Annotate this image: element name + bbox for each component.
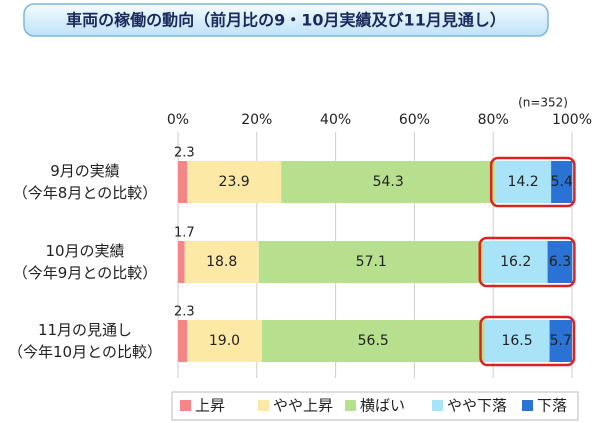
title-box bbox=[23, 3, 549, 37]
legend-swatch bbox=[345, 400, 356, 411]
value-label: 23.9 bbox=[219, 174, 250, 190]
value-label: 19.0 bbox=[209, 333, 240, 349]
y-tick-label: 9月の実績 （今年8月との比較） bbox=[12, 162, 158, 202]
legend-swatch bbox=[258, 400, 269, 411]
value-label: 16.5 bbox=[501, 333, 532, 349]
bar-segment bbox=[184, 241, 259, 283]
bar-segment bbox=[178, 241, 185, 283]
value-label: 5.7 bbox=[550, 333, 572, 349]
legend-swatch bbox=[180, 400, 191, 411]
x-tick-label: 0% bbox=[167, 112, 189, 128]
legend-label: やや下落 bbox=[447, 397, 507, 415]
legend-label: 上昇 bbox=[195, 397, 225, 415]
y-tick-label: 11月の見通し （今年10月との比較） bbox=[8, 321, 162, 361]
value-label: 54.3 bbox=[373, 174, 404, 190]
bar-segment bbox=[483, 241, 548, 283]
bar-segment bbox=[551, 161, 573, 203]
value-label: 56.5 bbox=[358, 333, 389, 349]
x-tick-label: 60% bbox=[399, 112, 430, 128]
value-label: 5.4 bbox=[551, 174, 573, 190]
value-label: 6.3 bbox=[549, 254, 571, 270]
x-tick-label: 100% bbox=[552, 112, 592, 128]
legend-box bbox=[171, 391, 579, 421]
x-tick-label: 20% bbox=[241, 112, 272, 128]
value-label: 16.2 bbox=[500, 254, 531, 270]
value-label: 2.3 bbox=[174, 146, 195, 161]
bar-segment bbox=[187, 161, 282, 203]
bar-segment bbox=[484, 320, 550, 362]
value-label: 57.1 bbox=[356, 254, 387, 270]
legend-label: やや上昇 bbox=[273, 397, 333, 415]
highlight-box bbox=[489, 156, 576, 208]
x-tick-label: 40% bbox=[320, 112, 351, 128]
x-tick-label: 80% bbox=[478, 112, 509, 128]
chart-title: 車両の稼働の動向（前月比の9・10月実績及び11月見通し） bbox=[66, 11, 506, 30]
bar-segment bbox=[495, 161, 552, 203]
highlight-box bbox=[479, 315, 576, 367]
value-label: 1.7 bbox=[174, 226, 195, 241]
bar-segment bbox=[187, 320, 262, 362]
bar-segment bbox=[549, 320, 572, 362]
bar-segment bbox=[178, 320, 188, 362]
bar-segment bbox=[258, 241, 484, 283]
y-tick-label: 10月の実績 （今年9月との比較） bbox=[12, 242, 158, 282]
bar-segment bbox=[281, 161, 496, 203]
highlight-box bbox=[478, 236, 576, 288]
bar-segment bbox=[547, 241, 573, 283]
legend-swatch bbox=[432, 400, 443, 411]
value-label: 14.2 bbox=[508, 174, 539, 190]
value-label: 18.8 bbox=[206, 254, 237, 270]
value-label: 2.3 bbox=[174, 305, 195, 320]
bar-segment bbox=[178, 161, 188, 203]
legend-label: 横ばい bbox=[360, 397, 405, 415]
annotation: (n=352) bbox=[518, 96, 568, 110]
bar-segment bbox=[261, 320, 485, 362]
legend-swatch bbox=[522, 400, 533, 411]
legend-label: 下落 bbox=[537, 397, 567, 415]
